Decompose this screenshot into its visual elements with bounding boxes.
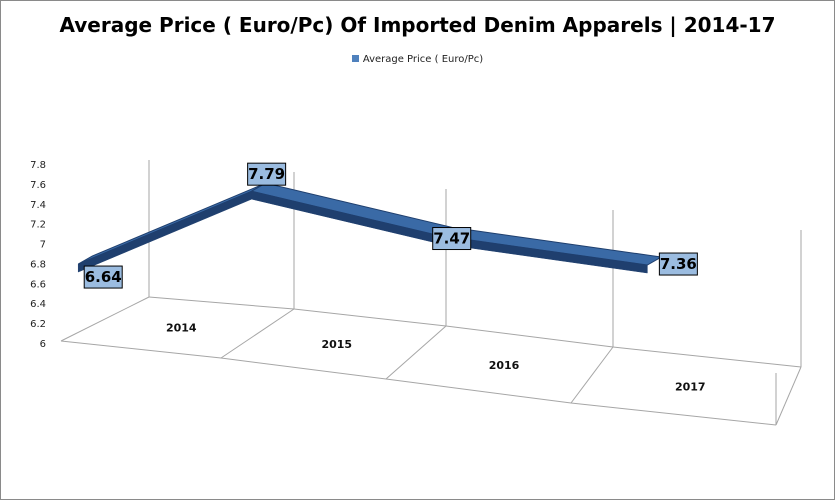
y-tick-label: 6.6 (30, 279, 46, 290)
data-label-box (83, 265, 123, 289)
ribbon-side (77, 190, 252, 273)
y-tick-label: 6 (40, 339, 46, 350)
data-label-box (658, 252, 698, 276)
ribbon-top (77, 182, 266, 265)
data-label: 7.47 (433, 230, 470, 248)
floor-divider (60, 296, 150, 342)
y-tick-label: 6.4 (30, 299, 46, 310)
y-tick-label: 7 (40, 240, 46, 251)
data-label: 7.36 (660, 255, 697, 273)
floor-divider (220, 308, 295, 359)
y-tick-label: 6.2 (30, 319, 46, 330)
legend-swatch (351, 55, 359, 62)
x-tick-label: 2015 (321, 338, 352, 351)
x-tick-label: 2017 (675, 381, 706, 394)
floor-divider (385, 325, 447, 380)
legend-label: Average Price ( Euro/Pc) (362, 54, 484, 65)
y-tick-label: 7.4 (30, 200, 46, 211)
floor-divider (775, 366, 802, 426)
floor-front-edge (60, 340, 777, 426)
floor-back-edge (148, 296, 802, 368)
chart-title: Average Price ( Euro/Pc) Of Imported Den… (59, 13, 776, 37)
data-label: 7.79 (248, 165, 285, 183)
data-label-box (432, 227, 472, 251)
data-label-box (247, 162, 287, 186)
data-label: 6.64 (85, 268, 122, 286)
y-tick-label: 7.2 (30, 220, 46, 231)
legend: Average Price ( Euro/Pc) (1, 54, 834, 65)
y-tick-label: 6.8 (30, 259, 46, 270)
floor-divider (570, 346, 614, 404)
ribbon-top (250, 182, 455, 237)
x-tick-label: 2016 (489, 359, 520, 372)
x-tick-label: 2014 (166, 321, 197, 334)
y-tick-label: 7.6 (30, 180, 46, 191)
y-tick-label: 7.8 (30, 160, 46, 171)
